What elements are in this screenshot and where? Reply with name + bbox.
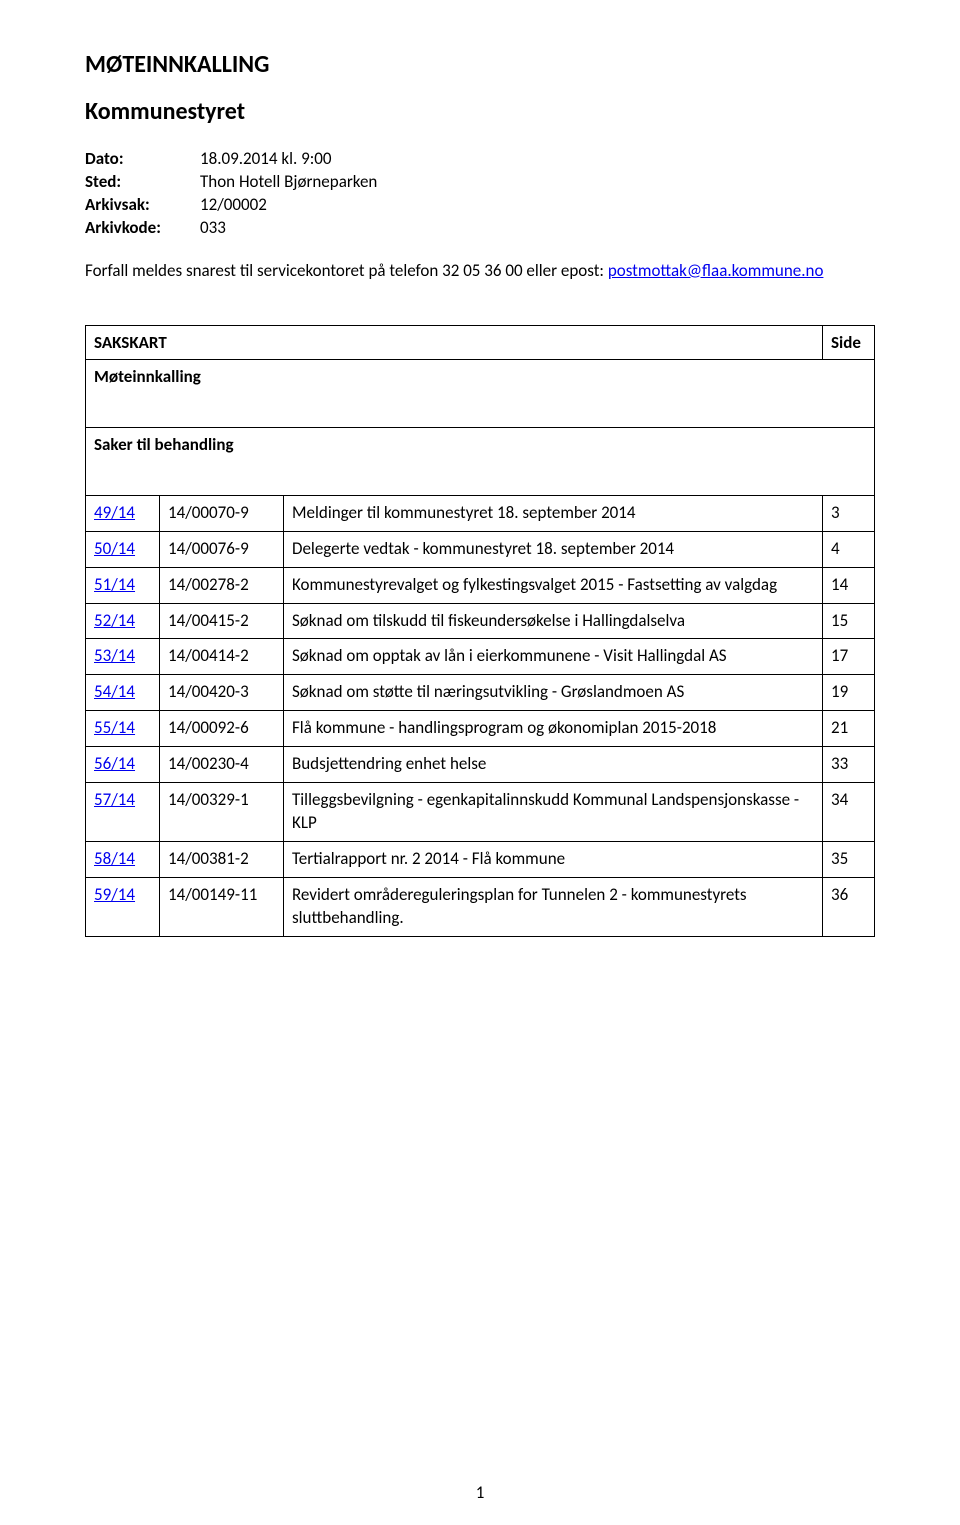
meta-row-arkivsak: Arkivsak: 12/00002: [85, 194, 875, 217]
meta-label-arkivkode: Arkivkode:: [85, 217, 200, 240]
page-number: 1: [0, 1482, 960, 1503]
document-title: MØTEINNKALLING: [85, 50, 875, 79]
case-side: 4: [823, 531, 875, 567]
case-ref: 14/00149-11: [160, 878, 284, 937]
case-side: 17: [823, 639, 875, 675]
case-desc: Delegerte vedtak - kommunestyret 18. sep…: [284, 531, 823, 567]
case-link[interactable]: 58/14: [94, 848, 135, 869]
side-header: Side: [823, 325, 875, 359]
table-row: 58/14 14/00381-2 Tertialrapport nr. 2 20…: [86, 842, 875, 878]
case-ref: 14/00070-9: [160, 495, 284, 531]
table-row: 59/14 14/00149-11 Revidert områdereguler…: [86, 878, 875, 937]
case-link[interactable]: 51/14: [94, 574, 135, 595]
case-desc: Søknad om støtte til næringsutvikling - …: [284, 675, 823, 711]
meta-value-arkivsak: 12/00002: [200, 194, 267, 217]
case-desc: Søknad om opptak av lån i eierkommunene …: [284, 639, 823, 675]
case-link[interactable]: 56/14: [94, 753, 135, 774]
case-side: 21: [823, 711, 875, 747]
case-ref: 14/00092-6: [160, 711, 284, 747]
case-desc: Kommunestyrevalget og fylkestingsvalget …: [284, 567, 823, 603]
meta-value-dato: 18.09.2014 kl. 9:00: [200, 148, 332, 171]
forfall-text: Forfall meldes snarest til servicekontor…: [85, 260, 608, 281]
case-desc: Tertialrapport nr. 2 2014 - Flå kommune: [284, 842, 823, 878]
case-side: 34: [823, 783, 875, 842]
sakskart-header: SAKSKART: [86, 325, 823, 359]
case-link[interactable]: 49/14: [94, 502, 135, 523]
table-row: 53/14 14/00414-2 Søknad om opptak av lån…: [86, 639, 875, 675]
case-link[interactable]: 53/14: [94, 645, 135, 666]
meta-row-sted: Sted: Thon Hotell Bjørneparken: [85, 171, 875, 194]
table-row: 57/14 14/00329-1 Tilleggsbevilgning - eg…: [86, 783, 875, 842]
table-row: 50/14 14/00076-9 Delegerte vedtak - komm…: [86, 531, 875, 567]
table-header-row: SAKSKART Side: [86, 325, 875, 359]
case-side: 35: [823, 842, 875, 878]
meta-row-arkivkode: Arkivkode: 033: [85, 217, 875, 240]
document-page: MØTEINNKALLING Kommunestyret Dato: 18.09…: [0, 0, 960, 1525]
case-ref: 14/00414-2: [160, 639, 284, 675]
sakskart-table: SAKSKART Side Møteinnkalling Saker til b…: [85, 325, 875, 937]
section-saker: Saker til behandling: [86, 427, 875, 495]
case-desc: Meldinger til kommunestyret 18. septembe…: [284, 495, 823, 531]
case-ref: 14/00381-2: [160, 842, 284, 878]
meta-label-sted: Sted:: [85, 171, 200, 194]
meta-block: Dato: 18.09.2014 kl. 9:00 Sted: Thon Hot…: [85, 148, 875, 240]
meta-label-dato: Dato:: [85, 148, 200, 171]
table-row: 51/14 14/00278-2 Kommunestyrevalget og f…: [86, 567, 875, 603]
table-row: 52/14 14/00415-2 Søknad om tilskudd til …: [86, 603, 875, 639]
section-saker-label: Saker til behandling: [86, 427, 875, 495]
case-link[interactable]: 57/14: [94, 789, 135, 810]
table-row: 49/14 14/00070-9 Meldinger til kommunest…: [86, 495, 875, 531]
case-desc: Tilleggsbevilgning - egenkapitalinnskudd…: [284, 783, 823, 842]
case-ref: 14/00329-1: [160, 783, 284, 842]
table-row: 55/14 14/00092-6 Flå kommune - handlings…: [86, 711, 875, 747]
case-side: 33: [823, 747, 875, 783]
case-link[interactable]: 55/14: [94, 717, 135, 738]
case-ref: 14/00415-2: [160, 603, 284, 639]
case-link[interactable]: 52/14: [94, 610, 135, 631]
table-row: 54/14 14/00420-3 Søknad om støtte til næ…: [86, 675, 875, 711]
forfall-paragraph: Forfall meldes snarest til servicekontor…: [85, 260, 875, 283]
email-link[interactable]: postmottak@flaa.kommune.no: [608, 260, 824, 281]
section-moteinnkalling-label: Møteinnkalling: [86, 359, 875, 427]
case-link[interactable]: 54/14: [94, 681, 135, 702]
case-ref: 14/00230-4: [160, 747, 284, 783]
case-side: 3: [823, 495, 875, 531]
case-link[interactable]: 50/14: [94, 538, 135, 559]
meta-value-sted: Thon Hotell Bjørneparken: [200, 171, 377, 194]
meta-row-dato: Dato: 18.09.2014 kl. 9:00: [85, 148, 875, 171]
table-row: 56/14 14/00230-4 Budsjettendring enhet h…: [86, 747, 875, 783]
case-side: 14: [823, 567, 875, 603]
case-side: 19: [823, 675, 875, 711]
case-side: 15: [823, 603, 875, 639]
case-ref: 14/00278-2: [160, 567, 284, 603]
section-moteinnkalling: Møteinnkalling: [86, 359, 875, 427]
case-desc: Revidert områdereguleringsplan for Tunne…: [284, 878, 823, 937]
meta-value-arkivkode: 033: [200, 217, 226, 240]
case-link[interactable]: 59/14: [94, 884, 135, 905]
case-side: 36: [823, 878, 875, 937]
document-subtitle: Kommunestyret: [85, 97, 875, 126]
case-ref: 14/00420-3: [160, 675, 284, 711]
case-desc: Budsjettendring enhet helse: [284, 747, 823, 783]
case-ref: 14/00076-9: [160, 531, 284, 567]
case-desc: Søknad om tilskudd til fiskeundersøkelse…: [284, 603, 823, 639]
case-desc: Flå kommune - handlingsprogram og økonom…: [284, 711, 823, 747]
meta-label-arkivsak: Arkivsak:: [85, 194, 200, 217]
